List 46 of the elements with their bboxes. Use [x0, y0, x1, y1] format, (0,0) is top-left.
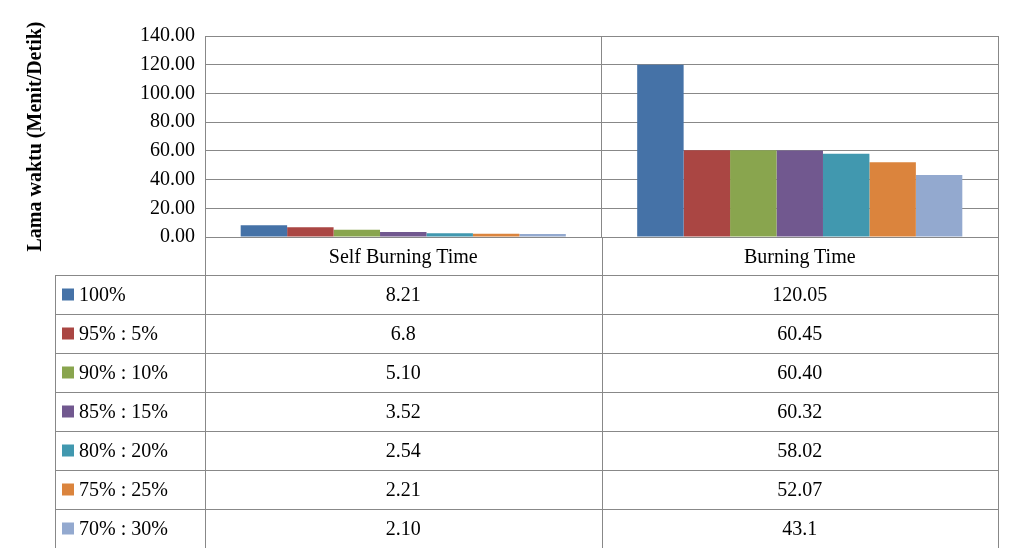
- legend-label: 70% : 30%: [79, 516, 168, 539]
- bar: [380, 231, 427, 237]
- x-tick-label: Burning Time: [743, 245, 856, 269]
- bar: [869, 162, 916, 237]
- bar: [240, 225, 288, 237]
- y-tick-label: 20.00: [150, 195, 195, 218]
- data-label: 2.10: [385, 516, 421, 539]
- data-label: 60.32: [777, 399, 823, 422]
- bar: [333, 229, 381, 237]
- bar: [287, 227, 334, 237]
- legend-label: 85% : 15%: [79, 399, 168, 422]
- legend-label: 75% : 25%: [79, 477, 168, 500]
- bar: [776, 150, 823, 237]
- y-tick-label: 60.00: [150, 138, 195, 161]
- bar: [915, 175, 963, 237]
- data-label: 3.52: [385, 399, 421, 422]
- data-label: 8.21: [385, 282, 421, 305]
- legend-label: 95% : 5%: [79, 321, 158, 344]
- y-tick-label: 0.00: [160, 224, 195, 247]
- data-label: 43.1: [782, 516, 818, 539]
- x-tick-label: Self Burning Time: [328, 245, 478, 269]
- data-label: 60.45: [777, 321, 823, 344]
- bar: [472, 233, 520, 237]
- bar: [730, 150, 777, 237]
- bar: [822, 153, 870, 237]
- data-label: 52.07: [777, 477, 823, 500]
- bar: [683, 150, 731, 237]
- y-axis-title: Lama waktu (Menit/Detik): [23, 21, 47, 252]
- data-label: 2.54: [385, 438, 421, 461]
- bar: [519, 233, 566, 237]
- data-label: 58.02: [777, 438, 823, 461]
- y-tick-label: 40.00: [150, 166, 195, 189]
- data-label: 2.21: [385, 477, 421, 500]
- data-label: 60.40: [777, 360, 823, 383]
- legend-label: 80% : 20%: [79, 438, 168, 461]
- data-label: 6.8: [390, 321, 416, 344]
- data-label: 120.05: [772, 282, 828, 305]
- legend-label: 90% : 10%: [79, 360, 168, 383]
- y-tick-label: 120.00: [140, 51, 195, 74]
- data-label: 5.10: [385, 360, 421, 383]
- bar: [637, 64, 684, 237]
- y-tick-label: 80.00: [150, 109, 195, 132]
- y-tick-label: 140.00: [140, 23, 195, 46]
- bar: [426, 233, 473, 237]
- legend-label: 100%: [79, 282, 126, 305]
- y-tick-label: 100.00: [140, 80, 195, 103]
